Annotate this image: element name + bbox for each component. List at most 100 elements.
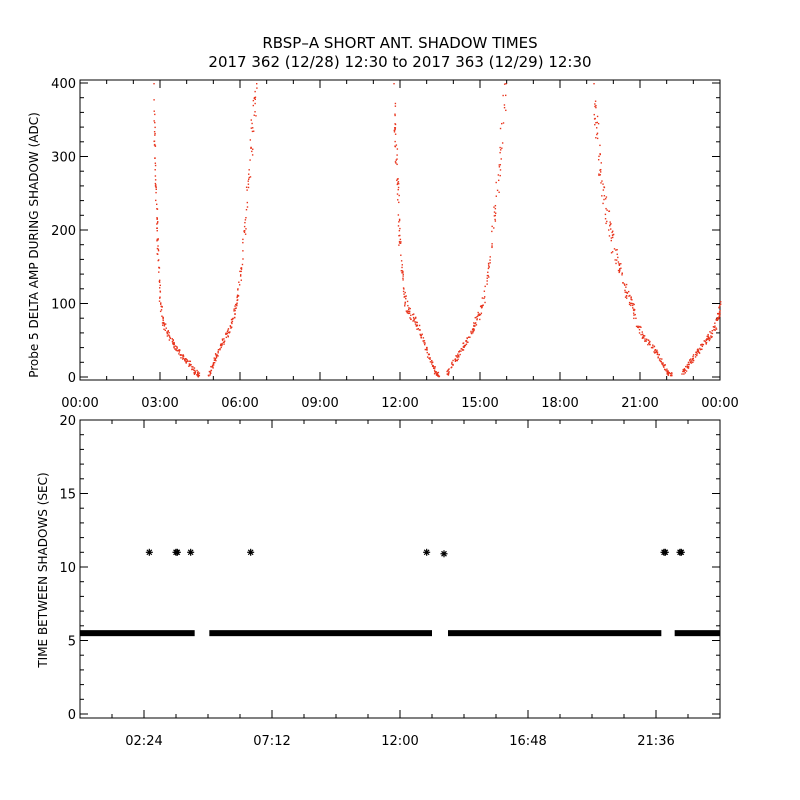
top-data-point bbox=[599, 169, 601, 171]
top-data-point bbox=[608, 235, 611, 237]
top-data-point bbox=[616, 253, 618, 255]
top-data-point bbox=[406, 312, 409, 314]
top-data-point bbox=[631, 302, 633, 305]
top-data-point bbox=[398, 221, 400, 223]
top-data-point bbox=[616, 259, 618, 261]
top-data-point bbox=[398, 240, 401, 243]
top-data-point bbox=[640, 333, 642, 336]
top-data-point bbox=[398, 219, 401, 222]
top-data-point bbox=[482, 304, 484, 306]
top-data-point bbox=[462, 346, 465, 348]
top-data-point bbox=[686, 366, 689, 369]
top-data-point bbox=[156, 227, 158, 229]
top-data-point bbox=[397, 214, 400, 216]
top-data-point bbox=[416, 328, 418, 330]
top-data-point bbox=[404, 305, 406, 307]
top-data-point bbox=[419, 333, 421, 336]
bottom-outlier-point bbox=[187, 548, 195, 556]
top-data-point bbox=[489, 259, 491, 261]
top-data-point bbox=[192, 366, 194, 368]
top-data-point bbox=[227, 335, 229, 338]
bottom-outlier-point bbox=[677, 548, 685, 556]
top-data-point bbox=[239, 270, 241, 273]
top-data-point bbox=[633, 303, 635, 306]
top-data-point bbox=[394, 161, 397, 163]
top-data-point bbox=[624, 296, 627, 298]
top-data-point bbox=[194, 369, 196, 372]
top-data-point bbox=[245, 209, 248, 211]
top-data-point bbox=[154, 162, 157, 164]
top-data-point bbox=[635, 325, 638, 328]
top-data-point bbox=[214, 357, 217, 360]
top-data-point bbox=[396, 158, 398, 160]
top-data-point bbox=[169, 337, 172, 340]
top-data-point bbox=[494, 207, 497, 210]
top-data-point bbox=[166, 333, 169, 335]
top-data-point bbox=[166, 331, 168, 333]
top-data-point bbox=[599, 174, 602, 176]
top-data-point bbox=[217, 350, 219, 353]
top-data-point bbox=[448, 368, 450, 370]
top-data-point bbox=[223, 338, 225, 340]
top-data-point bbox=[660, 360, 662, 363]
top-y-axis-label: Probe 5 DELTA AMP DURING SHADOW (ADC) bbox=[27, 112, 41, 378]
top-data-point bbox=[249, 176, 252, 178]
top-data-point bbox=[156, 240, 158, 242]
top-data-point bbox=[620, 267, 622, 269]
top-data-point bbox=[712, 326, 715, 328]
bottom-panel: TIME BETWEEN SHADOWS (SEC) 02:24 07:12 12:… bbox=[36, 414, 721, 749]
top-data-point bbox=[470, 330, 472, 333]
top-data-point bbox=[457, 353, 459, 355]
top-data-point bbox=[594, 103, 596, 105]
top-data-point bbox=[188, 363, 191, 365]
top-data-point bbox=[473, 329, 475, 331]
top-data-point bbox=[162, 317, 164, 319]
top-data-point bbox=[429, 357, 431, 359]
top-data-point bbox=[429, 361, 432, 363]
top-data-point bbox=[600, 162, 602, 164]
top-data-point bbox=[628, 301, 631, 304]
top-data-point bbox=[605, 207, 607, 210]
top-data-point bbox=[240, 279, 242, 281]
top-data-point bbox=[154, 121, 156, 124]
top-data-point bbox=[237, 289, 239, 291]
bottom-y-tick-label: 20 bbox=[59, 414, 76, 429]
top-x-tick-label: 12:00 bbox=[381, 396, 418, 411]
top-data-point bbox=[185, 360, 187, 363]
top-data-point bbox=[462, 342, 464, 345]
top-data-point bbox=[222, 341, 225, 344]
top-data-point bbox=[596, 115, 599, 118]
top-data-point bbox=[240, 268, 243, 270]
top-data-point bbox=[654, 349, 656, 352]
top-data-point bbox=[601, 195, 603, 197]
top-data-point bbox=[697, 349, 699, 351]
top-data-point bbox=[630, 297, 632, 299]
top-data-point bbox=[624, 291, 626, 293]
top-data-point bbox=[707, 335, 709, 337]
top-data-point bbox=[401, 269, 403, 272]
top-data-point bbox=[154, 169, 156, 171]
top-data-point bbox=[225, 336, 228, 339]
top-data-point bbox=[230, 321, 233, 324]
top-data-point bbox=[620, 263, 622, 265]
top-panel: Probe 5 DELTA AMP DURING SHADOW (ADC) 00… bbox=[27, 77, 739, 411]
top-data-point bbox=[248, 169, 250, 171]
top-data-point bbox=[233, 316, 236, 319]
top-data-point bbox=[652, 347, 654, 349]
top-data-point bbox=[209, 374, 211, 376]
top-data-point bbox=[502, 122, 505, 124]
top-data-point bbox=[708, 336, 710, 338]
top-data-point bbox=[156, 217, 158, 220]
top-data-point bbox=[463, 345, 466, 347]
top-data-point bbox=[710, 335, 712, 337]
top-x-tick-label: 06:00 bbox=[221, 396, 258, 411]
top-data-point bbox=[715, 319, 717, 321]
top-data-point bbox=[220, 346, 222, 349]
top-data-point bbox=[491, 245, 493, 247]
top-data-point bbox=[400, 254, 402, 256]
top-data-point bbox=[698, 352, 701, 354]
top-data-point bbox=[656, 349, 658, 352]
top-data-point bbox=[500, 158, 502, 160]
top-data-point bbox=[606, 209, 608, 211]
top-data-point bbox=[219, 348, 221, 350]
